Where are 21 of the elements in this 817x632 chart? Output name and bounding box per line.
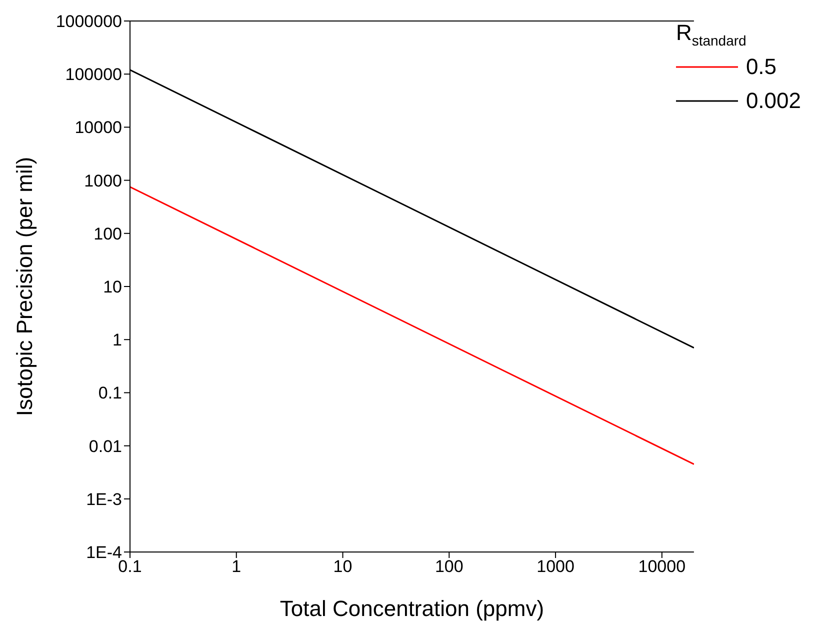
y-tick-label: 1000 xyxy=(84,171,122,190)
y-tick-label: 1 xyxy=(112,330,122,350)
y-tick-label: 100000 xyxy=(65,65,122,84)
x-axis-title: Total Concentration (ppmv) xyxy=(280,596,544,621)
y-tick-label: 100 xyxy=(94,224,122,244)
x-tick-label: 1000 xyxy=(536,557,574,576)
legend-label: 0.5 xyxy=(746,54,777,80)
x-tick-label: 10000 xyxy=(638,557,686,576)
x-tick-label: 0.1 xyxy=(118,557,142,576)
y-tick-label: 0.1 xyxy=(98,384,122,403)
y-tick-label: 1000000 xyxy=(56,12,122,32)
legend-title: R$_{standard}$ xyxy=(676,20,748,48)
y-axis-title: Isotopic Precision (per mil) xyxy=(12,156,37,416)
x-tick-label: 1 xyxy=(232,557,242,576)
y-tick-label: 10 xyxy=(103,278,122,297)
y-tick-label: 10000 xyxy=(74,118,122,138)
legend-label: 0.002 xyxy=(746,88,801,114)
y-tick-label: 1E-3 xyxy=(86,490,122,509)
x-tick-label: 10 xyxy=(333,557,352,576)
y-tick-label: 0.01 xyxy=(88,436,122,456)
x-tick-label: 100 xyxy=(434,557,464,576)
